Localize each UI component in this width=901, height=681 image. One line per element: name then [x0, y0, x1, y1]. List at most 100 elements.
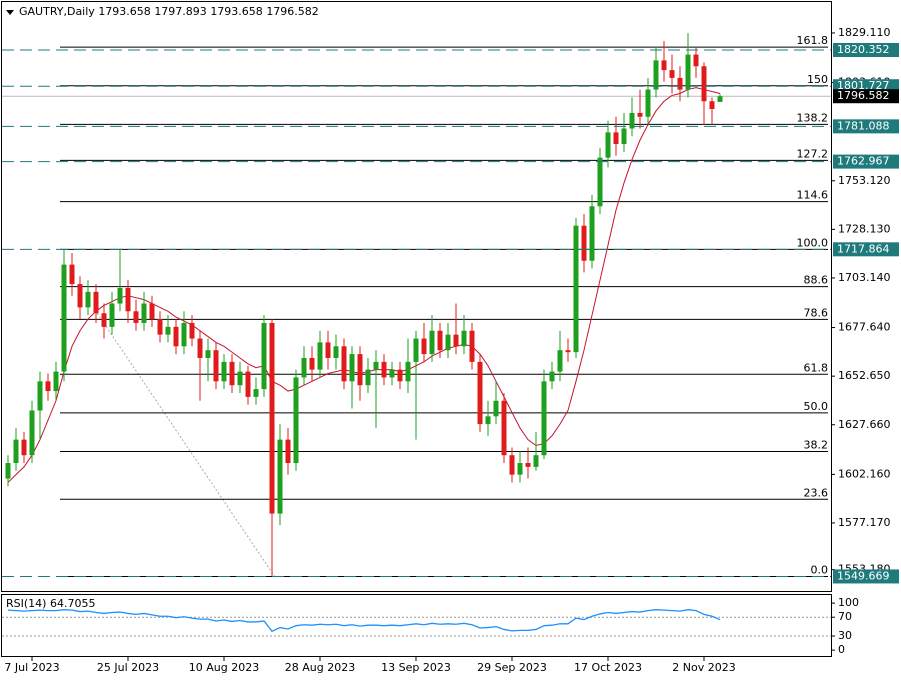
candle-body — [197, 338, 203, 358]
candle-body — [437, 330, 443, 351]
candle-body — [85, 291, 91, 308]
candle-body — [445, 334, 451, 351]
fib-label: 88.6 — [804, 274, 829, 287]
y-tick-label: 1602.160 — [838, 467, 891, 480]
candle-body — [653, 60, 659, 90]
candle-body — [245, 371, 251, 397]
candle-body — [285, 439, 291, 463]
high-value: 1797.893 — [154, 5, 207, 18]
candle-body — [645, 89, 651, 117]
candle-body — [13, 439, 19, 463]
y-tick-label: 70 — [838, 610, 852, 623]
fib-label: 127.2 — [797, 147, 829, 160]
candle-body — [525, 462, 531, 467]
candle-body — [629, 112, 635, 129]
candle-body — [333, 346, 339, 358]
fib-label: 61.8 — [804, 361, 829, 374]
candle-body — [37, 381, 43, 411]
candle-body — [461, 330, 467, 347]
fib-label: 38.2 — [804, 438, 829, 451]
candle-body — [205, 350, 211, 358]
candle-body — [541, 381, 547, 456]
level-label: 1820.352 — [837, 43, 890, 56]
candle-body — [549, 371, 555, 382]
candle-body — [301, 357, 307, 378]
candle-body — [669, 70, 675, 78]
candle-body — [597, 157, 603, 207]
candle-body — [317, 342, 323, 370]
y-tick-label: 1728.130 — [838, 222, 891, 235]
candle-body — [53, 371, 59, 392]
y-tick-label: 1577.170 — [838, 516, 891, 529]
candle-body — [573, 225, 579, 353]
candle-body — [637, 112, 643, 117]
y-tick-label: 1753.120 — [838, 174, 891, 187]
level-box — [833, 154, 899, 169]
x-tick-label: 10 Aug 2023 — [189, 661, 259, 674]
candle-body — [413, 338, 419, 362]
candle-body — [405, 361, 411, 382]
candle-body — [45, 381, 51, 392]
candle-body — [717, 96, 723, 102]
x-tick-label: 28 Aug 2023 — [285, 661, 355, 674]
candle-body — [701, 66, 707, 102]
candle-body — [5, 462, 11, 479]
y-tick-label: 30 — [838, 629, 852, 642]
candle-body — [533, 455, 539, 467]
candle-body — [325, 342, 331, 358]
candle-body — [293, 377, 299, 463]
candle-body — [237, 371, 243, 386]
fib-label: 161.8 — [797, 34, 829, 47]
candle-body — [181, 322, 187, 347]
collapse-icon — [6, 10, 14, 15]
candle-body — [501, 400, 507, 456]
fib-label: 23.6 — [804, 486, 829, 499]
candle-body — [149, 303, 155, 320]
candle-body — [21, 439, 27, 456]
candle-body — [477, 361, 483, 425]
candle-body — [277, 439, 283, 514]
candle-body — [101, 313, 107, 327]
candle-body — [341, 346, 347, 382]
symbol: GAUTRY,Daily — [19, 5, 95, 18]
candle-body — [221, 361, 227, 382]
candle-body — [309, 357, 315, 370]
candle-body — [557, 350, 563, 372]
candle-body — [429, 330, 435, 355]
candle-body — [229, 361, 235, 386]
price-box — [833, 89, 899, 104]
x-tick-label: 17 Oct 2023 — [574, 661, 642, 674]
candle-body — [421, 338, 427, 355]
rsi-line — [7, 609, 721, 633]
x-tick-label: 29 Sep 2023 — [477, 661, 547, 674]
candle-body — [693, 54, 699, 67]
x-tick-label: 13 Sep 2023 — [381, 661, 451, 674]
candle-body — [661, 60, 667, 71]
level-box — [833, 42, 899, 57]
fib-label: 114.6 — [797, 189, 829, 202]
candle-body — [173, 326, 179, 347]
candle-body — [685, 54, 691, 90]
y-tick-label: 1652.650 — [838, 369, 891, 382]
level-label: 1549.669 — [837, 569, 890, 582]
candle-body — [213, 350, 219, 382]
x-tick-label: 7 Jul 2023 — [4, 661, 59, 674]
level-label: 1762.967 — [837, 155, 890, 168]
candle-body — [349, 354, 355, 382]
candle-body — [373, 361, 379, 370]
candle-body — [709, 101, 715, 110]
main-panel — [1, 1, 832, 592]
rsi-current: 64.7055 — [50, 597, 96, 610]
candle-body — [605, 132, 611, 158]
candle-body — [189, 322, 195, 339]
fib-label: 0.0 — [811, 563, 829, 576]
chart-title: GAUTRY,Daily 1793.658 1797.893 1793.658 … — [19, 5, 319, 18]
candle-body — [365, 369, 371, 386]
candle-body — [485, 416, 491, 425]
candle-body — [253, 389, 259, 397]
level-label: 1801.727 — [837, 79, 890, 92]
candle-body — [357, 354, 363, 386]
candle-body — [469, 330, 475, 362]
candle-body — [581, 225, 587, 261]
